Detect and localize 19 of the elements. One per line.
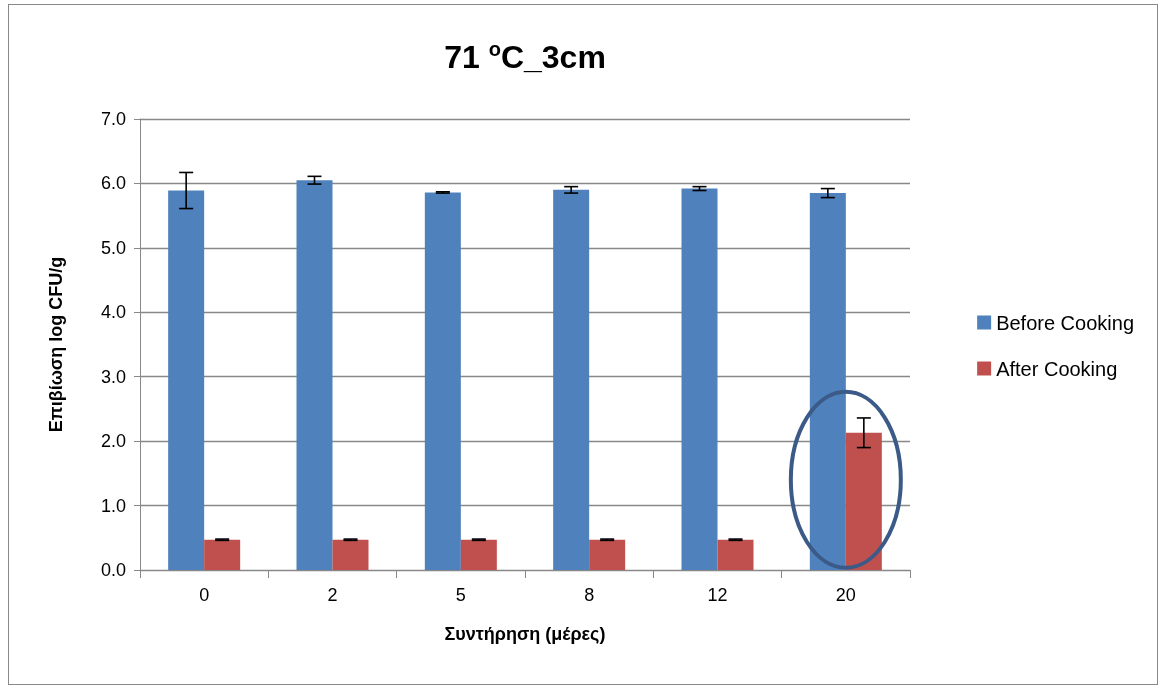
- y-tick-label: 7.0: [100, 109, 126, 129]
- y-tick-label: 6.0: [100, 173, 126, 194]
- chart-title: 71 $^{o}$C_3cm: [443, 38, 607, 76]
- x-tick-label: 0: [199, 585, 210, 605]
- y-tick-label: 4.0: [100, 302, 126, 323]
- y-tick-label: 1.0: [100, 495, 126, 516]
- y-axis-title: Επιβίωση log CFU/g: [46, 256, 66, 433]
- x-tick-label: 12: [707, 585, 728, 605]
- legend-label: After Cooking: [996, 357, 1118, 380]
- y-tick-label: 2.0: [100, 431, 126, 452]
- y-tick-label: 3.0: [100, 366, 126, 387]
- x-tick-label: 20: [835, 585, 856, 605]
- x-tick-label: 5: [455, 585, 466, 605]
- y-tick-label: 0.0: [100, 560, 126, 580]
- y-tick-label: 5.0: [100, 237, 126, 258]
- x-tick-label: 2: [327, 585, 338, 605]
- x-tick-label: 8: [584, 585, 595, 605]
- legend-label: Before Cooking: [996, 311, 1135, 334]
- x-axis-title: Συντήρηση (μέρες): [444, 624, 606, 644]
